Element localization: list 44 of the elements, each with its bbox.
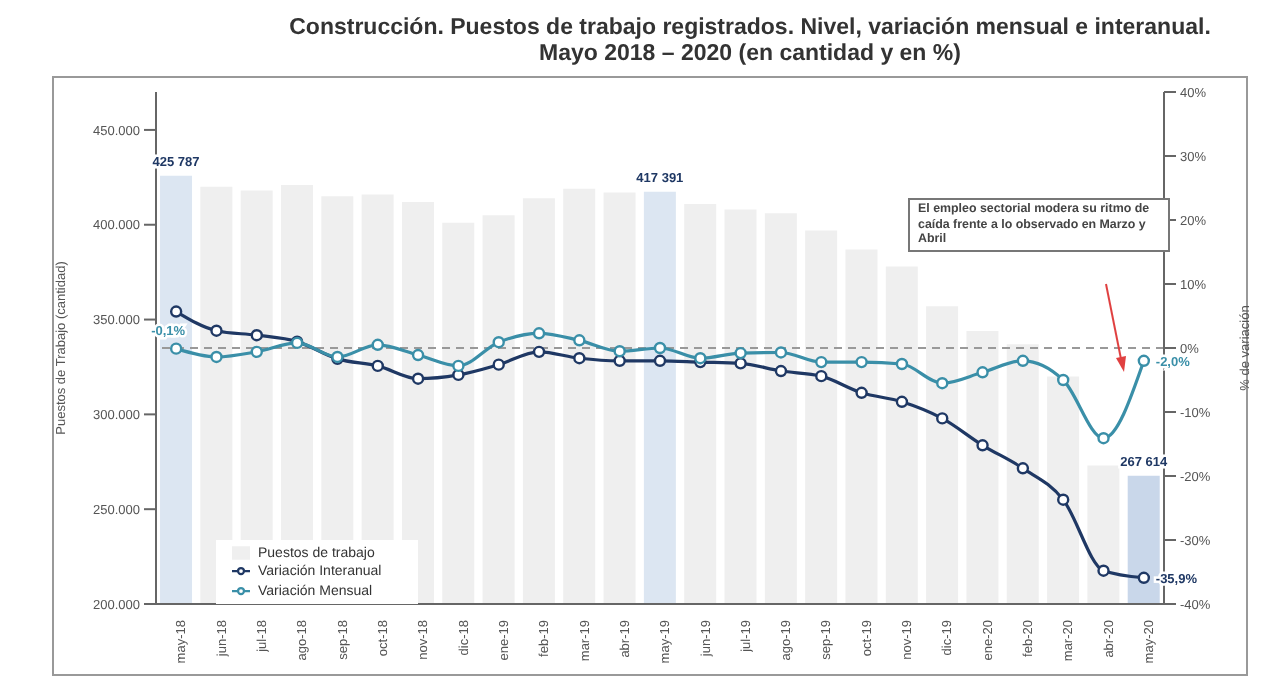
point	[169, 305, 183, 318]
point	[976, 439, 989, 452]
point	[371, 359, 384, 373]
point	[774, 346, 788, 359]
point	[492, 336, 505, 349]
point	[250, 329, 263, 342]
point	[1097, 564, 1110, 577]
point	[976, 366, 989, 379]
point	[210, 350, 223, 364]
point	[774, 364, 788, 378]
point	[1137, 354, 1151, 367]
point	[1057, 373, 1070, 387]
point	[1016, 462, 1030, 475]
point	[210, 324, 223, 337]
point	[573, 352, 586, 365]
point	[1097, 432, 1110, 445]
point	[895, 357, 909, 371]
point	[613, 345, 626, 358]
point	[411, 372, 425, 385]
point	[855, 386, 868, 399]
point	[855, 355, 868, 369]
point	[573, 334, 586, 347]
point	[936, 377, 949, 390]
chart-subtitle: Mayo 2018 – 2020 (en cantidad y en %)	[537, 42, 963, 68]
chart-title: Construcción. Puestos de trabajo registrados. Nivel, variación mensual e interanual.	[287, 16, 1213, 42]
point	[411, 348, 425, 362]
point	[250, 345, 263, 359]
point	[815, 355, 828, 369]
point	[371, 338, 384, 351]
point	[815, 369, 828, 383]
point	[734, 357, 747, 370]
point	[1137, 571, 1151, 584]
point	[492, 358, 505, 371]
point	[532, 327, 546, 340]
point	[169, 342, 183, 355]
point	[653, 354, 667, 367]
point	[532, 345, 546, 359]
point	[1057, 493, 1070, 506]
point	[653, 341, 667, 355]
point	[734, 346, 747, 360]
point	[895, 395, 909, 408]
point	[936, 412, 949, 425]
point	[452, 359, 465, 373]
point	[1016, 354, 1030, 367]
